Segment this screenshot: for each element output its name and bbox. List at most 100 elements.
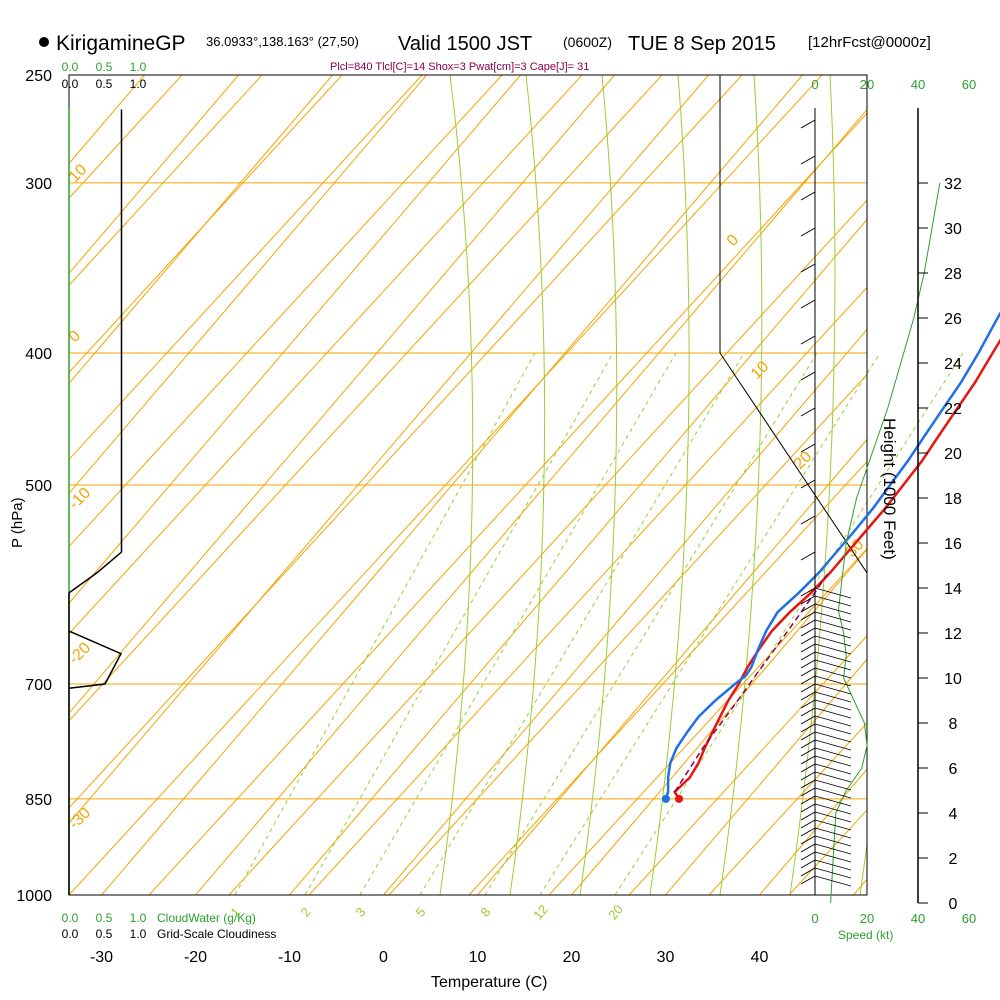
cloud-scale-bottom-green: 0.5 — [96, 911, 113, 925]
wind-barb — [800, 443, 816, 453]
wind-barb — [800, 819, 816, 829]
wind-barb — [800, 407, 816, 417]
adiabat-line — [69, 75, 343, 374]
height-tick-label: 32 — [944, 176, 962, 193]
height-tick-label: 24 — [944, 356, 962, 373]
temperature-line — [673, 338, 1000, 800]
wind-barb — [800, 699, 816, 709]
pressure-tick-label: 1000 — [16, 888, 52, 905]
cloud-scale-bottom-green: 1.0 — [130, 911, 147, 925]
wind-barb-shaft — [814, 739, 852, 751]
wind-barb — [800, 619, 816, 629]
height-tick-label: 6 — [949, 761, 958, 778]
wind-barb — [800, 515, 816, 525]
station-dot — [39, 37, 49, 47]
station-name: KirigamineGP — [56, 32, 186, 55]
wind-barb — [800, 683, 816, 693]
cloudiness-profile — [68, 109, 123, 895]
wind-barb-shaft — [814, 731, 852, 743]
wind-barb — [800, 651, 816, 661]
pressure-tick-label: 500 — [25, 478, 52, 495]
cloud-scale-top-black: 0.0 — [62, 77, 79, 91]
wind-barb-shaft — [814, 675, 852, 687]
wind-barb — [800, 843, 816, 853]
wind-barb — [800, 227, 816, 237]
wind-barb — [800, 779, 816, 789]
pressure-tick-label: 850 — [25, 792, 52, 809]
zulu-time: (0600Z) — [563, 34, 612, 50]
wind-barb — [800, 811, 816, 821]
mixing-ratio-label: 12 — [530, 902, 551, 923]
cloud-profile — [68, 108, 123, 895]
wind-barb-shaft — [814, 611, 852, 623]
adiabat-line — [69, 75, 423, 461]
mixing-ratio-label: 5 — [412, 905, 428, 920]
wind-tick-label-top: 60 — [962, 77, 976, 92]
isotherm-line — [69, 75, 427, 495]
wind-barb-shaft — [814, 795, 852, 807]
moist-adiabat — [789, 75, 836, 895]
wind-barb — [800, 795, 816, 805]
isotherm-line — [665, 658, 867, 895]
wind-barb — [800, 755, 816, 765]
adiabat-line — [628, 635, 867, 895]
adiabat-line — [548, 547, 867, 895]
surface-dew-dot — [661, 794, 670, 803]
wind-barb — [800, 263, 816, 273]
height-tick-label: 18 — [944, 491, 962, 508]
adiabat-line — [228, 199, 867, 895]
isotherm-label: -20 — [66, 639, 94, 667]
mixing-ratio-label: 8 — [477, 905, 493, 920]
wind-barb — [800, 771, 816, 781]
wind-barb-shaft — [814, 787, 852, 799]
forecast-label: [12hrFcst@0000z] — [808, 34, 931, 51]
temp-tick-label: -30 — [90, 949, 113, 966]
cloud-scale-bottom-black: 0.0 — [62, 927, 79, 941]
isotherm-line — [571, 548, 867, 895]
isotherm-line — [69, 75, 615, 714]
cloudiness-spike — [68, 630, 123, 689]
wind-barb — [800, 707, 816, 717]
mixing-ratio-label: 2 — [297, 905, 313, 920]
wind-barb-shaft — [814, 771, 852, 783]
adiabat-line — [69, 75, 583, 635]
wind-barb — [800, 335, 816, 345]
wind-barb-shaft — [814, 667, 852, 679]
valid-time: Valid 1500 JST — [398, 33, 532, 55]
mixing-ratio-line — [614, 352, 964, 896]
isotherm-line — [853, 878, 867, 895]
moist-adiabat — [509, 75, 546, 895]
wind-barb-shaft — [814, 635, 852, 647]
indices-line: Plcl=840 Tlcl[C]=14 Shox=3 Pwat[cm]=3 Ca… — [330, 61, 589, 73]
valid-date: TUE 8 Sep 2015 — [628, 33, 776, 55]
adiabat-line — [708, 722, 867, 895]
moist-adiabat — [719, 75, 763, 895]
wind-barb-shaft — [814, 699, 852, 711]
mixing-ratio-line — [484, 352, 818, 896]
temp-tick-label: 0 — [379, 949, 388, 966]
height-tick-label: 28 — [944, 266, 962, 283]
temp-tick-label: -20 — [184, 949, 207, 966]
isotherm-line — [69, 75, 333, 385]
mixing-ratio-line — [539, 352, 881, 896]
surface-temp-dot — [675, 794, 684, 803]
wind-barb — [800, 627, 816, 637]
wind-barb — [800, 587, 816, 597]
mixing-ratio-line — [234, 352, 536, 896]
wind-barb-shaft — [814, 827, 852, 839]
mixing-ratio-line — [419, 352, 745, 896]
wind-barb-shaft — [814, 643, 852, 655]
wind-barb-shaft — [814, 627, 852, 639]
wind-barb — [800, 747, 816, 757]
wind-barb — [800, 803, 816, 813]
adiabat-line — [69, 75, 503, 548]
wind-barb — [800, 827, 816, 837]
pressure-tick-label: 400 — [25, 346, 52, 363]
mixing-ratio-label: 3 — [352, 905, 368, 920]
temp-tick-label: 20 — [563, 949, 581, 966]
cloud-scale-top-green: 0.5 — [96, 60, 113, 74]
adiabat-line — [148, 112, 867, 895]
wind-barb-shaft — [814, 755, 852, 767]
